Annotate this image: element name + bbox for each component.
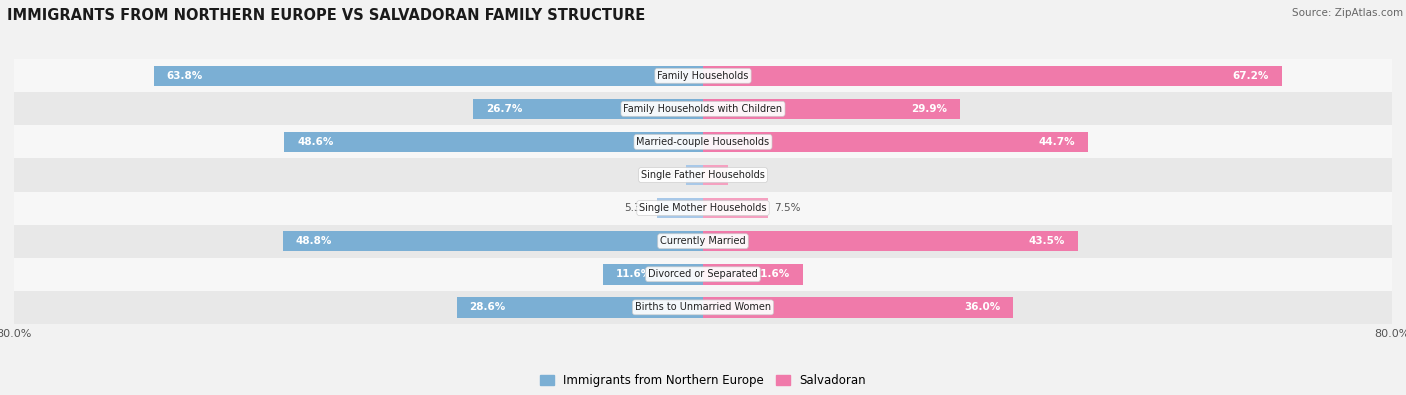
Bar (703, 198, 768, 218)
Text: 48.6%: 48.6% (298, 137, 333, 147)
Text: 29.9%: 29.9% (911, 104, 948, 114)
Bar (14, 158, 1392, 192)
Text: 28.6%: 28.6% (470, 302, 506, 312)
Bar (153, 66, 703, 86)
Bar (703, 99, 960, 119)
Text: Single Mother Households: Single Mother Households (640, 203, 766, 213)
Bar (472, 99, 703, 119)
Text: Source: ZipAtlas.com: Source: ZipAtlas.com (1292, 8, 1403, 18)
Bar (14, 291, 1392, 324)
Text: 44.7%: 44.7% (1039, 137, 1076, 147)
Text: Family Households with Children: Family Households with Children (623, 104, 783, 114)
Text: 36.0%: 36.0% (965, 302, 1000, 312)
Text: 11.6%: 11.6% (754, 269, 790, 279)
Text: 67.2%: 67.2% (1233, 71, 1268, 81)
Text: 7.5%: 7.5% (775, 203, 801, 213)
Bar (14, 125, 1392, 158)
Text: Divorced or Separated: Divorced or Separated (648, 269, 758, 279)
Text: 43.5%: 43.5% (1028, 236, 1064, 246)
Bar (658, 198, 703, 218)
Text: 11.6%: 11.6% (616, 269, 652, 279)
Text: 2.9%: 2.9% (735, 170, 762, 180)
Bar (283, 231, 703, 252)
Legend: Immigrants from Northern Europe, Salvadoran: Immigrants from Northern Europe, Salvado… (536, 370, 870, 392)
Bar (703, 231, 1077, 252)
Bar (457, 297, 703, 318)
Bar (14, 258, 1392, 291)
Bar (686, 165, 703, 185)
Text: IMMIGRANTS FROM NORTHERN EUROPE VS SALVADORAN FAMILY STRUCTURE: IMMIGRANTS FROM NORTHERN EUROPE VS SALVA… (7, 8, 645, 23)
Text: Married-couple Households: Married-couple Households (637, 137, 769, 147)
Text: 48.8%: 48.8% (295, 236, 332, 246)
Bar (14, 92, 1392, 126)
Text: 63.8%: 63.8% (166, 71, 202, 81)
Bar (603, 264, 703, 284)
Bar (284, 132, 703, 152)
Text: 2.0%: 2.0% (652, 170, 679, 180)
Text: Births to Unmarried Women: Births to Unmarried Women (636, 302, 770, 312)
Text: 5.3%: 5.3% (624, 203, 651, 213)
Bar (14, 225, 1392, 258)
Bar (703, 165, 728, 185)
Bar (703, 132, 1088, 152)
Bar (703, 264, 803, 284)
Text: Family Households: Family Households (658, 71, 748, 81)
Bar (703, 297, 1012, 318)
Text: Single Father Households: Single Father Households (641, 170, 765, 180)
Bar (703, 66, 1282, 86)
Bar (14, 192, 1392, 225)
Text: Currently Married: Currently Married (661, 236, 745, 246)
Text: 26.7%: 26.7% (486, 104, 523, 114)
Bar (14, 59, 1392, 92)
